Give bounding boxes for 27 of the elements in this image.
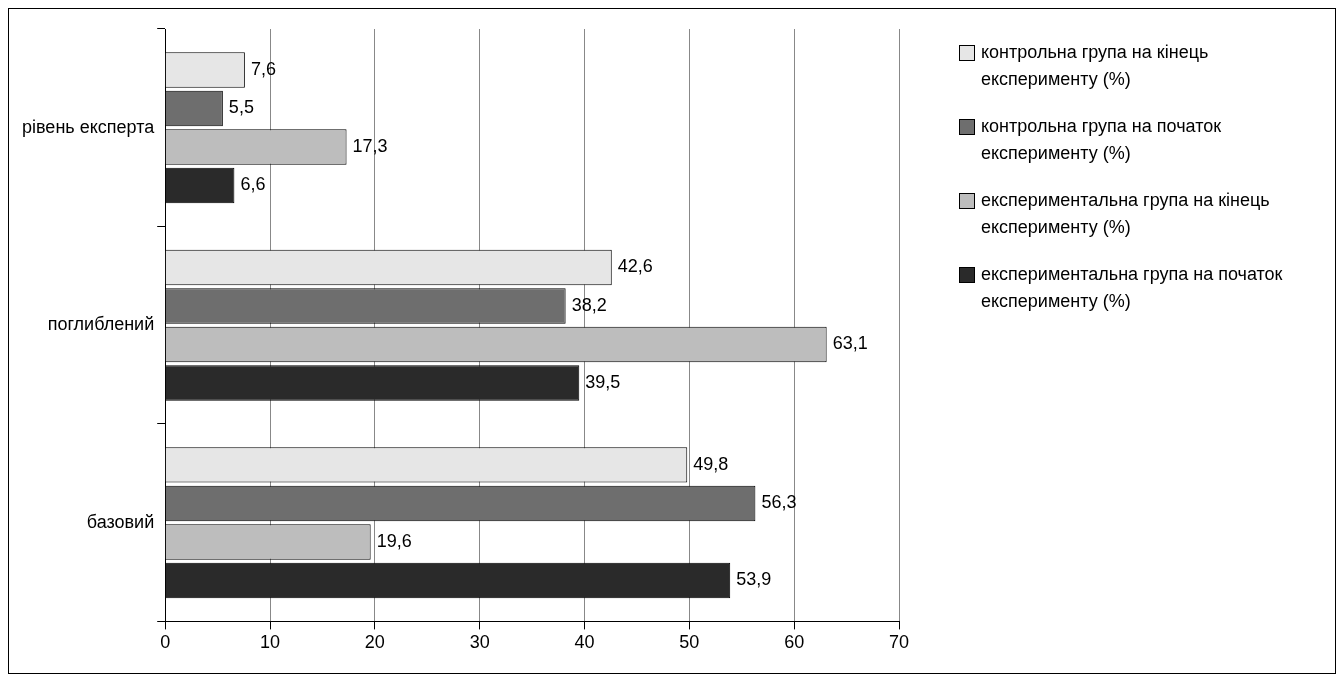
x-tick-label: 50 [679, 632, 700, 653]
data-label: 38,2 [571, 294, 607, 315]
legend-label: контрольна група на кінець експерименту (%) [981, 41, 1210, 91]
data-label: 49,8 [693, 453, 729, 474]
x-tick-label: 60 [784, 632, 805, 653]
x-tick-label: 0 [160, 632, 171, 653]
data-label: 53,9 [736, 569, 772, 590]
x-tick-label: 70 [888, 632, 910, 653]
data-label: 6,6 [240, 174, 266, 195]
y-tick-label: поглиблений [47, 314, 155, 335]
data-label: 19,6 [376, 530, 412, 551]
data-label: 63,1 [832, 333, 868, 354]
data-label: 42,6 [617, 256, 653, 277]
x-tick-label: 40 [574, 632, 595, 653]
data-label: 39,5 [585, 371, 621, 392]
legend-label: експериментальна група на початок експерименту (%) [981, 263, 1284, 313]
y-tick-label: базовий [86, 511, 155, 532]
data-label: 17,3 [352, 135, 388, 156]
legend-label: експериментальна група на кінець експерименту (%) [981, 189, 1271, 239]
legend-label: контрольна група на початок експерименту (%) [981, 115, 1223, 165]
x-tick-label: 10 [260, 632, 281, 653]
x-tick-label: 20 [364, 632, 385, 653]
data-label: 56,3 [761, 492, 797, 513]
data-label: 5,5 [228, 97, 254, 118]
x-tick-label: 30 [469, 632, 490, 653]
y-tick-label: рівень експерта [22, 116, 156, 137]
data-label: 7,6 [250, 58, 276, 79]
